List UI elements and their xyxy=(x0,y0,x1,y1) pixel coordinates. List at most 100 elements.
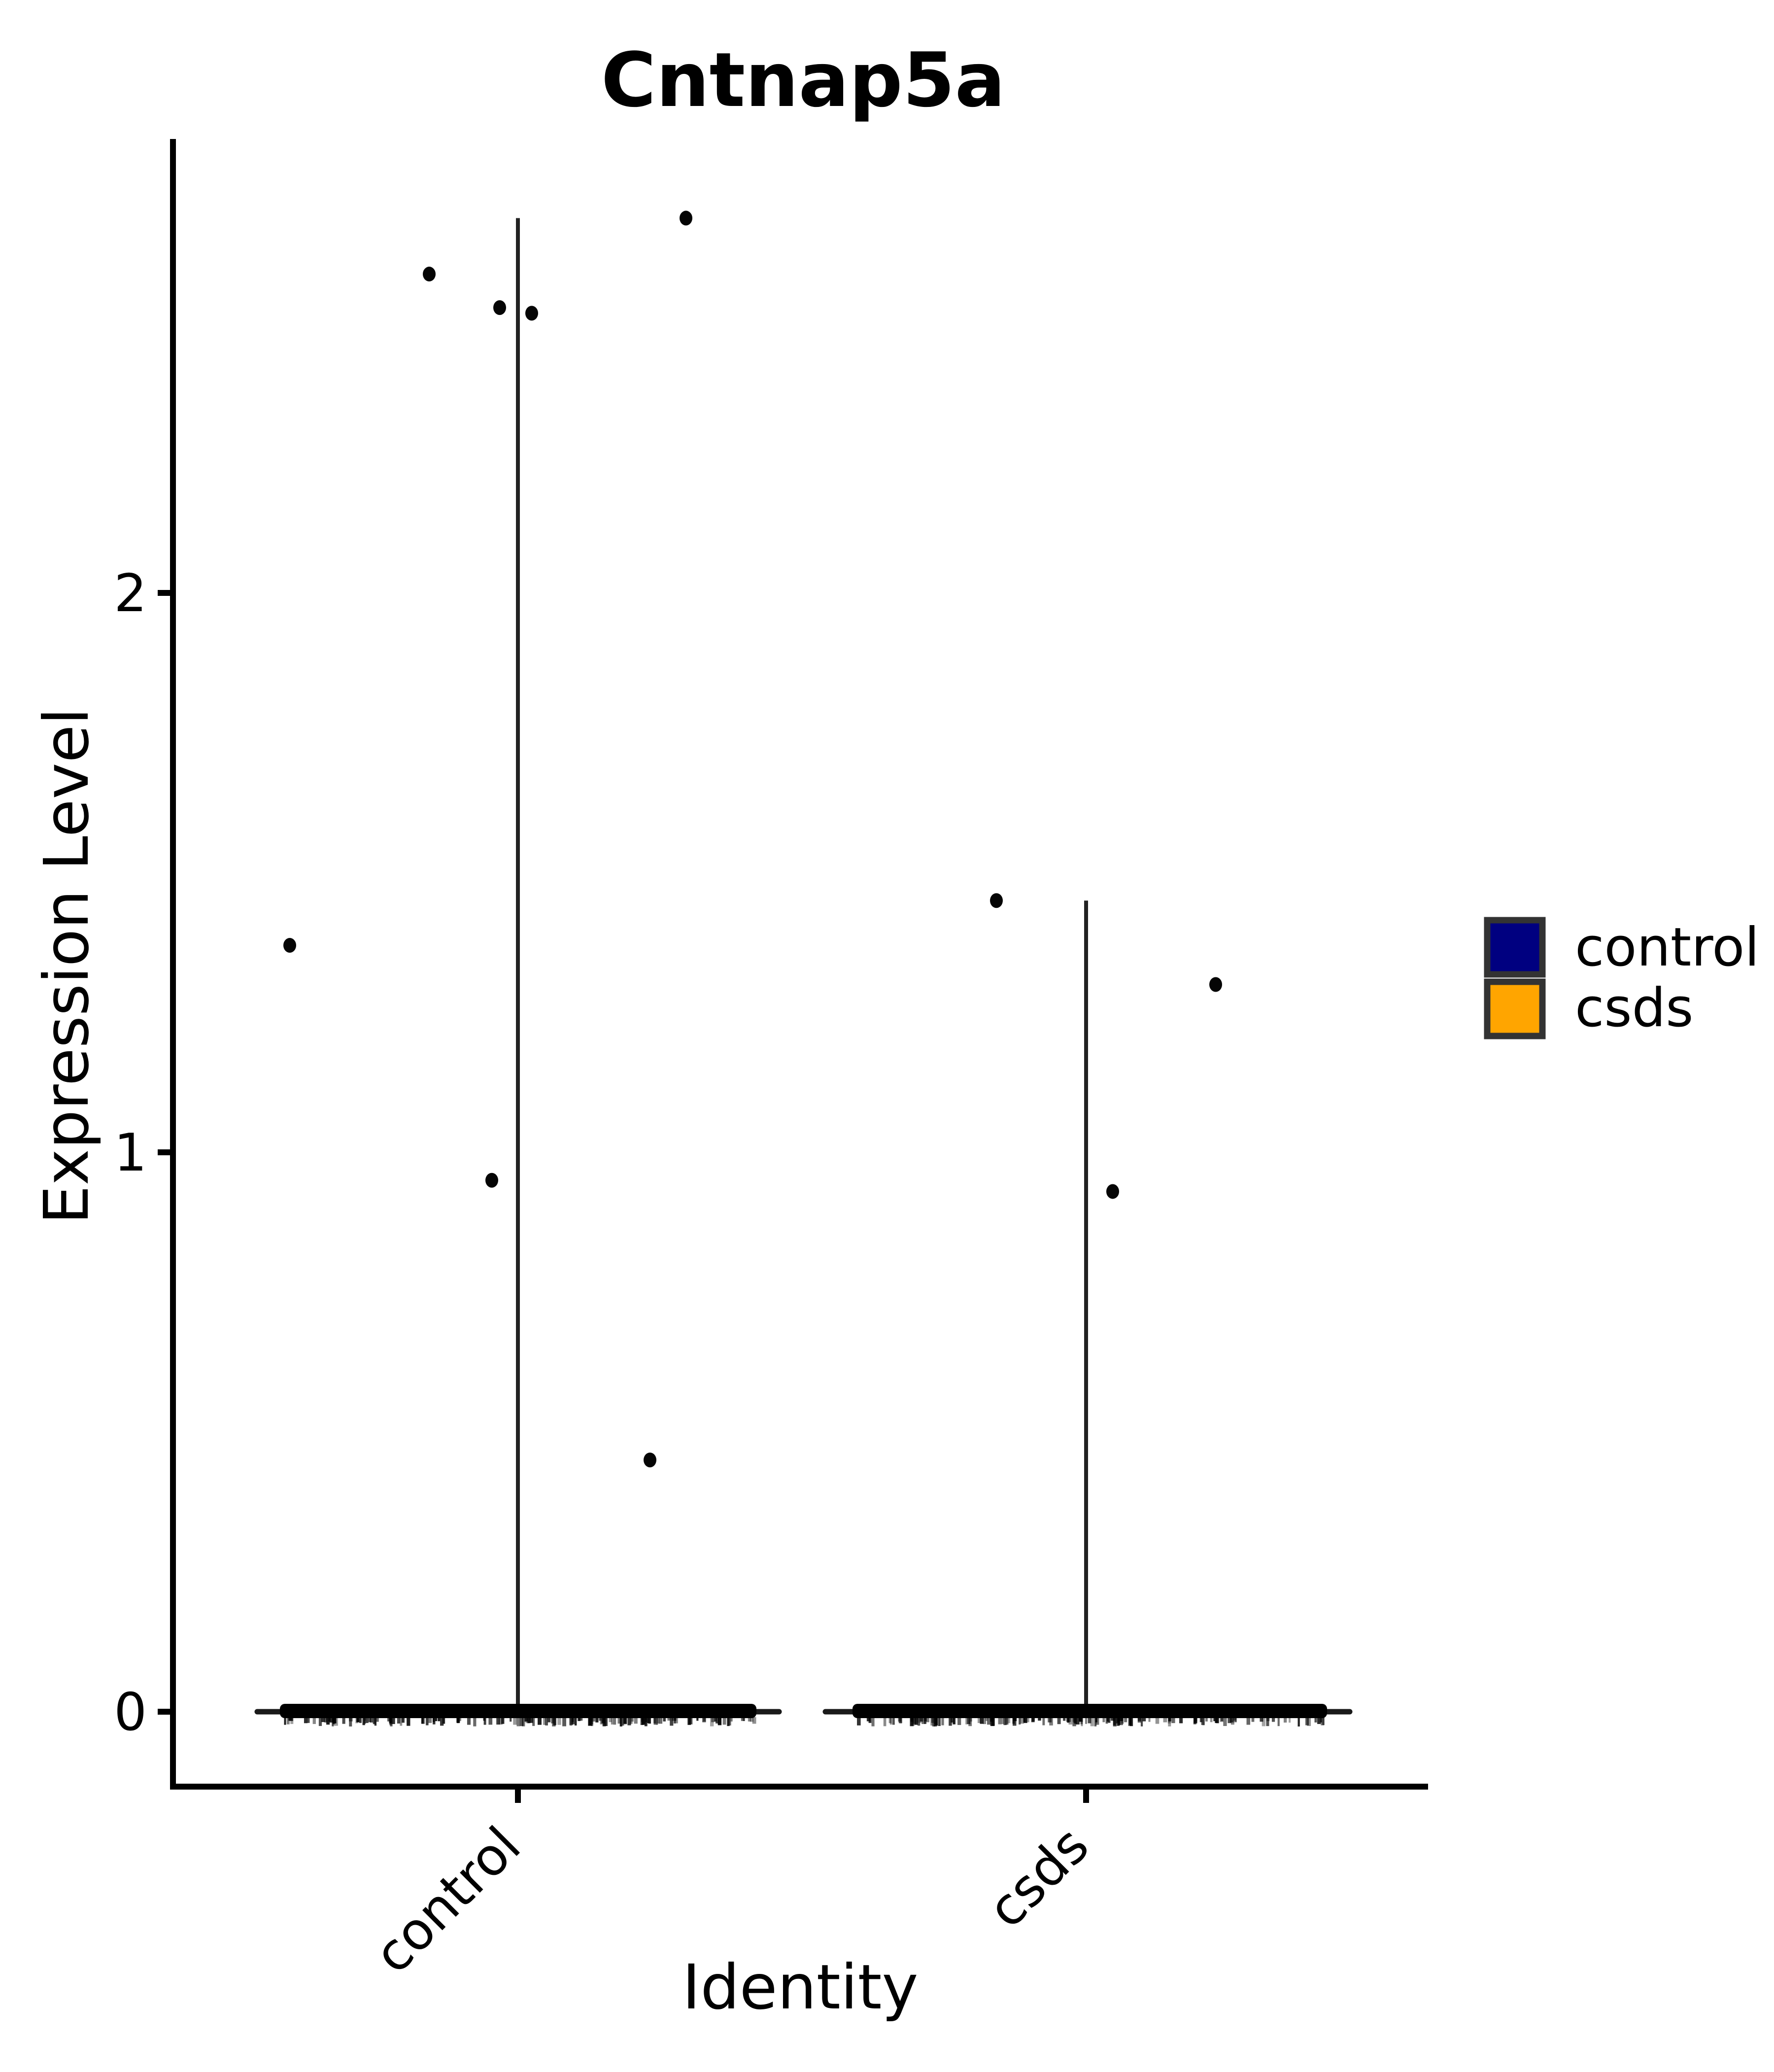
zero-band-fringe-mark xyxy=(355,1717,358,1724)
zero-band-fringe-mark xyxy=(938,1717,941,1727)
y-axis-title: Expression Level xyxy=(31,708,102,1224)
zero-band-fringe-mark xyxy=(658,1717,663,1724)
zero-band-fringe-mark xyxy=(1251,1717,1255,1722)
zero-band-fringe-mark xyxy=(991,1717,995,1726)
zero-band-fringe-mark xyxy=(1063,1717,1066,1721)
zero-band-fringe-mark xyxy=(980,1717,984,1724)
zero-band-fringe-mark xyxy=(741,1717,745,1721)
zero-band-fringe-mark xyxy=(1230,1717,1234,1725)
zero-band-fringe-mark xyxy=(642,1717,646,1724)
zero-band-fringe-mark xyxy=(1201,1717,1205,1725)
zero-band-fringe-mark xyxy=(1317,1717,1321,1724)
zero-band-fringe-mark xyxy=(653,1717,656,1724)
zero-band-fringe-mark xyxy=(921,1717,925,1724)
zero-band-fringe-mark xyxy=(1003,1717,1007,1726)
zero-band-fringe-mark xyxy=(428,1717,432,1723)
zero-band-fringe-mark xyxy=(601,1717,605,1723)
zero-band-fringe-mark xyxy=(1057,1717,1061,1725)
zero-band-fringe-mark xyxy=(575,1717,577,1726)
zero-band-fringe-mark xyxy=(1001,1717,1004,1725)
zero-band-fringe-mark xyxy=(328,1717,331,1722)
zero-band-fringe-mark xyxy=(365,1717,369,1723)
zero-band-fringe-mark xyxy=(1124,1717,1127,1723)
zero-band-fringe-mark xyxy=(1128,1717,1132,1726)
zero-band-fringe-mark xyxy=(1271,1717,1275,1722)
zero-band-fringe-mark xyxy=(370,1717,373,1723)
zero-band-fringe-mark xyxy=(374,1717,377,1726)
zero-band-fringe-mark xyxy=(391,1717,395,1725)
zero-band-fringe-mark xyxy=(1297,1717,1300,1727)
zero-band-fringe-mark xyxy=(1246,1717,1251,1725)
zero-band-fringe-mark xyxy=(1025,1717,1029,1723)
zero-band-fringe-mark xyxy=(634,1717,638,1724)
legend-swatch-csds xyxy=(1484,978,1546,1039)
violin-group-csds xyxy=(822,893,1353,1727)
zero-band-fringe-mark xyxy=(983,1717,987,1725)
jitter-point xyxy=(525,306,538,321)
zero-band-fringe-mark xyxy=(1020,1717,1024,1724)
legend-label-csds: csds xyxy=(1575,977,1693,1039)
zero-band-fringe-mark xyxy=(538,1717,542,1725)
zero-band-fringe-mark xyxy=(711,1717,715,1723)
zero-band-fringe-mark xyxy=(609,1717,612,1723)
zero-band-fringe-mark xyxy=(631,1717,634,1722)
zero-band-fringe-mark xyxy=(1121,1717,1124,1724)
zero-band-fringe-mark xyxy=(1155,1717,1160,1724)
zero-band-fringe-mark xyxy=(1108,1717,1111,1723)
zero-band-fringe-mark xyxy=(389,1717,392,1726)
zero-band-fringe-mark xyxy=(501,1717,505,1724)
zero-band-fringe-mark xyxy=(569,1717,573,1726)
zero-band-fringe-mark xyxy=(435,1717,438,1722)
zero-band-fringe-mark xyxy=(985,1717,988,1721)
zero-band-fringe-mark xyxy=(1205,1717,1208,1722)
zero-band-fringe-mark xyxy=(667,1717,671,1721)
zero-band-fringe-mark xyxy=(953,1717,955,1725)
zero-band-fringe-mark xyxy=(1119,1717,1123,1722)
zero-band-fringe-mark xyxy=(389,1717,392,1723)
zero-band-fringe-mark xyxy=(888,1717,892,1724)
zero-band-fringe-mark xyxy=(871,1717,875,1727)
zero-band-fringe-mark xyxy=(599,1717,602,1721)
zero-band-fringe-mark xyxy=(349,1717,352,1727)
zero-band-fringe-mark xyxy=(499,1717,503,1725)
zero-band-fringe-mark xyxy=(924,1717,926,1724)
jitter-point xyxy=(644,1452,656,1468)
zero-band-fringe-mark xyxy=(868,1717,872,1723)
zero-band-fringe-mark xyxy=(1038,1717,1041,1721)
zero-band-fringe-mark xyxy=(543,1717,546,1725)
zero-band-fringe-mark xyxy=(674,1717,677,1721)
x-tick-label-csds: csds xyxy=(976,1815,1100,1939)
zero-band-fringe-mark xyxy=(926,1717,929,1723)
zero-band-fringe-mark xyxy=(1140,1717,1143,1727)
zero-band-fringe-mark xyxy=(1079,1717,1083,1722)
zero-band-fringe-mark xyxy=(883,1717,887,1727)
zero-band-fringe-mark xyxy=(1194,1717,1197,1724)
zero-band-fringe-mark xyxy=(513,1717,517,1725)
jitter-point xyxy=(680,210,692,226)
zero-band-fringe-mark xyxy=(920,1717,923,1722)
zero-band-fringe-mark xyxy=(1213,1717,1216,1722)
zero-band-fringe-mark xyxy=(1168,1717,1171,1722)
zero-band-fringe-mark xyxy=(1095,1717,1099,1725)
zero-band-fringe-mark xyxy=(1005,1717,1009,1725)
zero-band-fringe-mark xyxy=(442,1717,445,1724)
zero-band-fringe-mark xyxy=(326,1717,330,1725)
zero-band-fringe-mark xyxy=(1067,1717,1071,1722)
zero-band-fringe-mark xyxy=(572,1717,574,1722)
zero-band-fringe-mark xyxy=(1102,1717,1105,1723)
zero-band-fringe-mark xyxy=(630,1717,633,1724)
zero-band-fringe-mark xyxy=(1073,1717,1077,1724)
jitter-point xyxy=(1209,977,1222,992)
legend: control csds xyxy=(1484,917,1759,1039)
zero-band-fringe-mark xyxy=(730,1717,733,1722)
zero-band-fringe-mark xyxy=(611,1717,614,1725)
zero-band-fringe-mark xyxy=(1048,1717,1052,1723)
zero-band-fringe-mark xyxy=(1007,1717,1011,1724)
zero-band-fringe-mark xyxy=(892,1717,895,1725)
zero-band-fringe-mark xyxy=(1107,1717,1109,1722)
zero-band-fringe-mark xyxy=(426,1717,429,1726)
zero-band-fringe-mark xyxy=(592,1717,595,1722)
zero-band-fringe-mark xyxy=(1289,1717,1291,1723)
zero-band-fringe-mark xyxy=(1119,1717,1123,1726)
zero-band-fringe-mark xyxy=(433,1717,436,1725)
